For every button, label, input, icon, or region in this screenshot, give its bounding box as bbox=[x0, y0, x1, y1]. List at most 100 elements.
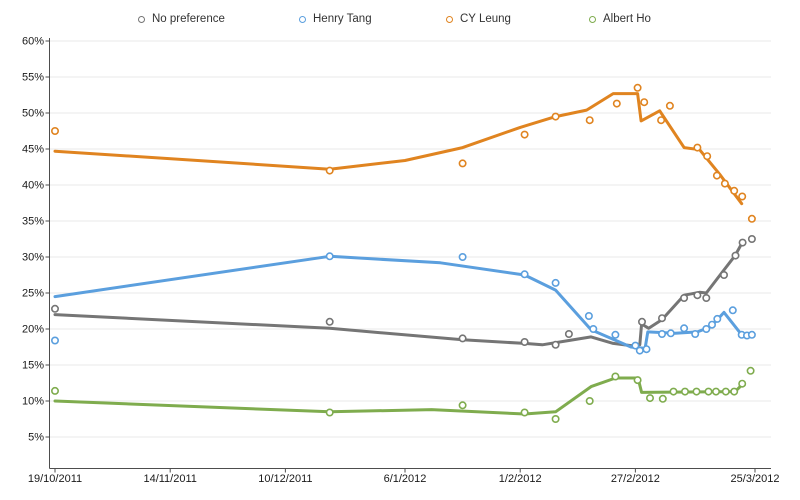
legend-marker-circle-icon bbox=[446, 15, 453, 23]
legend-item-cy-leung: CY Leung bbox=[446, 13, 511, 25]
data-point-albert-ho-12[interactable] bbox=[692, 387, 701, 396]
data-point-cy-leung-0[interactable] bbox=[50, 127, 59, 136]
x-tick-label-5: 27/2/2012 bbox=[611, 473, 660, 485]
data-point-henry-tang-4[interactable] bbox=[551, 278, 560, 287]
data-point-no-preference-0[interactable] bbox=[50, 304, 59, 313]
data-point-albert-ho-4[interactable] bbox=[551, 414, 560, 423]
data-point-cy-leung-12[interactable] bbox=[703, 152, 712, 161]
data-point-henry-tang-13[interactable] bbox=[680, 324, 689, 333]
data-point-cy-leung-11[interactable] bbox=[693, 143, 702, 152]
data-point-henry-tang-9[interactable] bbox=[635, 346, 644, 355]
data-point-albert-ho-17[interactable] bbox=[738, 379, 747, 388]
data-point-no-preference-9[interactable] bbox=[693, 291, 702, 300]
data-point-albert-ho-6[interactable] bbox=[611, 372, 620, 381]
data-point-albert-ho-13[interactable] bbox=[704, 387, 713, 396]
data-point-no-preference-7[interactable] bbox=[657, 314, 666, 323]
data-point-albert-ho-14[interactable] bbox=[711, 387, 720, 396]
data-point-no-preference-11[interactable] bbox=[719, 270, 728, 279]
y-tick-label-35: 35% bbox=[22, 216, 44, 228]
legend-marker-circle-icon bbox=[138, 15, 145, 23]
data-point-no-preference-4[interactable] bbox=[551, 340, 560, 349]
data-point-henry-tang-15[interactable] bbox=[702, 324, 711, 333]
data-point-no-preference-8[interactable] bbox=[680, 293, 689, 302]
data-point-albert-ho-0[interactable] bbox=[50, 386, 59, 395]
data-point-henry-tang-14[interactable] bbox=[691, 329, 700, 338]
data-point-cy-leung-6[interactable] bbox=[612, 99, 621, 108]
data-point-cy-leung-13[interactable] bbox=[712, 171, 721, 180]
y-tick-label-40: 40% bbox=[22, 180, 44, 192]
data-point-no-preference-10[interactable] bbox=[702, 293, 711, 302]
data-point-albert-ho-1[interactable] bbox=[325, 408, 334, 417]
data-point-henry-tang-6[interactable] bbox=[589, 324, 598, 333]
data-point-cy-leung-2[interactable] bbox=[458, 159, 467, 168]
data-point-cy-leung-7[interactable] bbox=[633, 83, 642, 92]
data-point-cy-leung-17[interactable] bbox=[747, 214, 756, 223]
legend-label: CY Leung bbox=[460, 13, 511, 25]
data-point-henry-tang-8[interactable] bbox=[631, 341, 640, 350]
data-point-albert-ho-15[interactable] bbox=[721, 387, 730, 396]
data-point-no-preference-5[interactable] bbox=[564, 329, 573, 338]
legend-marker-circle-icon bbox=[589, 15, 596, 23]
data-point-henry-tang-16[interactable] bbox=[707, 320, 716, 329]
data-point-albert-ho-11[interactable] bbox=[680, 387, 689, 396]
data-point-henry-tang-12[interactable] bbox=[666, 329, 675, 338]
data-point-henry-tang-18[interactable] bbox=[728, 306, 737, 315]
data-point-albert-ho-3[interactable] bbox=[520, 408, 529, 417]
data-point-cy-leung-5[interactable] bbox=[585, 116, 594, 125]
data-point-henry-tang-1[interactable] bbox=[325, 252, 334, 261]
data-point-albert-ho-5[interactable] bbox=[585, 396, 594, 405]
y-tick-label-15: 15% bbox=[22, 360, 44, 372]
y-tick-label-10: 10% bbox=[22, 396, 44, 408]
legend-item-no-preference: No preference bbox=[138, 13, 225, 25]
y-tick-label-5: 5% bbox=[28, 432, 44, 444]
data-point-albert-ho-7[interactable] bbox=[633, 376, 642, 385]
y-tick-label-30: 30% bbox=[22, 252, 44, 264]
data-point-cy-leung-9[interactable] bbox=[657, 116, 666, 125]
data-point-no-preference-2[interactable] bbox=[458, 334, 467, 343]
data-point-cy-leung-16[interactable] bbox=[738, 192, 747, 201]
x-tick-label-0: 19/10/2011 bbox=[28, 473, 82, 485]
data-point-no-preference-12[interactable] bbox=[731, 251, 740, 260]
y-tick-label-55: 55% bbox=[22, 72, 44, 84]
x-tick-label-3: 6/1/2012 bbox=[384, 473, 427, 485]
y-tick-label-20: 20% bbox=[22, 324, 44, 336]
data-point-cy-leung-8[interactable] bbox=[640, 98, 649, 107]
data-point-no-preference-3[interactable] bbox=[520, 337, 529, 346]
data-point-henry-tang-2[interactable] bbox=[458, 253, 467, 262]
data-point-henry-tang-7[interactable] bbox=[611, 330, 620, 339]
data-point-cy-leung-3[interactable] bbox=[520, 130, 529, 139]
data-point-no-preference-13[interactable] bbox=[738, 238, 747, 247]
data-point-cy-leung-14[interactable] bbox=[720, 179, 729, 188]
data-point-albert-ho-8[interactable] bbox=[645, 394, 654, 403]
data-point-no-preference-14[interactable] bbox=[747, 235, 756, 244]
legend-label: Albert Ho bbox=[603, 13, 651, 25]
data-point-albert-ho-16[interactable] bbox=[730, 387, 739, 396]
data-point-no-preference-6[interactable] bbox=[637, 317, 646, 326]
legend-item-albert-ho: Albert Ho bbox=[589, 13, 651, 25]
data-point-henry-tang-3[interactable] bbox=[520, 270, 529, 279]
data-point-albert-ho-9[interactable] bbox=[658, 394, 667, 403]
data-point-cy-leung-1[interactable] bbox=[325, 166, 334, 175]
data-point-henry-tang-5[interactable] bbox=[584, 311, 593, 320]
data-point-cy-leung-10[interactable] bbox=[665, 101, 674, 110]
data-point-henry-tang-17[interactable] bbox=[713, 314, 722, 323]
legend-label: Henry Tang bbox=[313, 13, 372, 25]
trend-line-albert-ho bbox=[53, 376, 746, 416]
data-point-henry-tang-0[interactable] bbox=[50, 336, 59, 345]
data-point-no-preference-1[interactable] bbox=[325, 317, 334, 326]
data-point-cy-leung-4[interactable] bbox=[551, 112, 560, 121]
legend-marker-circle-icon bbox=[299, 15, 306, 23]
data-point-henry-tang-21[interactable] bbox=[747, 330, 756, 339]
x-tick-label-4: 1/2/2012 bbox=[499, 473, 542, 485]
data-point-henry-tang-10[interactable] bbox=[642, 345, 651, 354]
y-tick-label-60: 60% bbox=[22, 36, 44, 48]
legend-label: No preference bbox=[152, 13, 225, 25]
data-point-albert-ho-18[interactable] bbox=[746, 366, 755, 375]
data-point-cy-leung-15[interactable] bbox=[730, 186, 739, 195]
data-point-albert-ho-10[interactable] bbox=[669, 387, 678, 396]
legend-item-henry-tang: Henry Tang bbox=[299, 13, 372, 25]
data-point-albert-ho-2[interactable] bbox=[458, 401, 467, 410]
data-point-henry-tang-11[interactable] bbox=[657, 329, 666, 338]
